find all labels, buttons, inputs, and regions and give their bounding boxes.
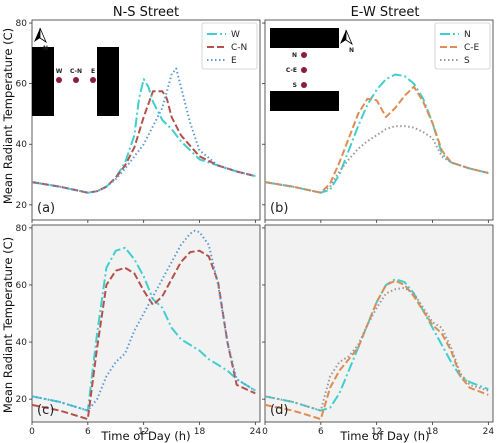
x-tick-label: 18: [427, 427, 439, 437]
sensor-label: N: [292, 52, 297, 59]
series-line-teal: [31, 246, 256, 412]
xlabel-left: Time of Day (h): [100, 429, 190, 443]
series-line-c-e: [264, 85, 489, 194]
panel-a: 20 40 60 80 (a) W C-N E: [16, 19, 261, 223]
series-line-w: [31, 78, 256, 194]
y-tick-label: 20: [16, 201, 28, 211]
y-tick-label: 60: [16, 80, 28, 90]
x-tick-label: 18: [194, 427, 206, 437]
series-line-brown: [31, 249, 256, 421]
y-tick-label: 80: [16, 19, 28, 29]
sensor-marker: [301, 67, 307, 73]
col-title-ew: E-W Street: [351, 5, 420, 20]
building-block: [32, 47, 54, 116]
sensor-label: C-N: [70, 68, 82, 75]
x-tick-label: 12: [371, 427, 382, 437]
y-tick-label: 60: [16, 281, 28, 291]
building-block: [97, 47, 119, 116]
inset-street-ns: N W C-N E: [32, 27, 119, 116]
y-tick-label: 40: [16, 140, 28, 150]
panel-b: (b) N C-E S: [262, 19, 494, 223]
col-title-ns: N-S Street: [113, 5, 179, 20]
ylabel-bottom: Mean Radiant Temperature (C): [1, 237, 15, 413]
legend-label: C-N: [231, 43, 247, 53]
sensor-marker: [73, 77, 79, 83]
plot-area: [264, 224, 494, 423]
panel-tag: (b): [270, 201, 288, 216]
panel-tag: (c): [37, 403, 54, 418]
legend-label: W: [231, 30, 240, 40]
sensor-marker: [56, 77, 62, 83]
north-arrow-icon: N: [34, 27, 48, 52]
series-line-s: [264, 125, 489, 194]
legend-label: S: [464, 56, 470, 66]
panel-tag: (a): [37, 201, 55, 216]
sensor-label: S: [293, 82, 297, 89]
series-line-e: [31, 67, 256, 194]
inset-street-ew: N N C-E S: [270, 28, 354, 111]
y-tick-label: 20: [16, 395, 28, 405]
sensor-label: W: [56, 68, 63, 75]
sensor-marker: [301, 82, 307, 88]
sensor-marker: [301, 52, 307, 58]
ylabel-top: Mean Radiant Temperature (C): [1, 28, 15, 204]
series-line-gray: [264, 286, 489, 412]
panel-d: 0 6 12 18 24 (d): [262, 224, 495, 437]
x-tick-label: 12: [138, 427, 149, 437]
y-tick-label: 80: [16, 224, 28, 234]
x-tick-label: 24: [483, 427, 495, 437]
x-tick-label: 0: [29, 427, 35, 437]
sensor-marker: [90, 77, 96, 83]
panel-tag: (d): [270, 403, 288, 418]
legend-label: C-E: [464, 43, 480, 53]
plot-area: [31, 224, 261, 423]
x-tick-label: 6: [318, 427, 324, 437]
compass-letter: N: [349, 47, 354, 54]
sensor-label: C-E: [286, 67, 297, 74]
compass-letter: N: [43, 45, 48, 52]
legend-label: N: [464, 30, 471, 40]
panel-c: 20 40 60 80 0 6 12 18 24 (c): [16, 224, 262, 437]
x-tick-label: 6: [85, 427, 91, 437]
sensor-label: E: [91, 68, 95, 75]
series-line-orange: [264, 279, 489, 421]
series-line-teal: [264, 278, 489, 412]
north-arrow-icon: N: [340, 29, 354, 54]
x-tick-label: 0: [262, 427, 268, 437]
building-block: [270, 91, 339, 111]
series-line-blue: [31, 229, 256, 412]
y-tick-label: 40: [16, 338, 28, 348]
legend-label: E: [231, 56, 237, 66]
building-block: [270, 28, 339, 48]
x-tick-label: 24: [250, 427, 262, 437]
xlabel-right: Time of Day (h): [339, 429, 429, 443]
